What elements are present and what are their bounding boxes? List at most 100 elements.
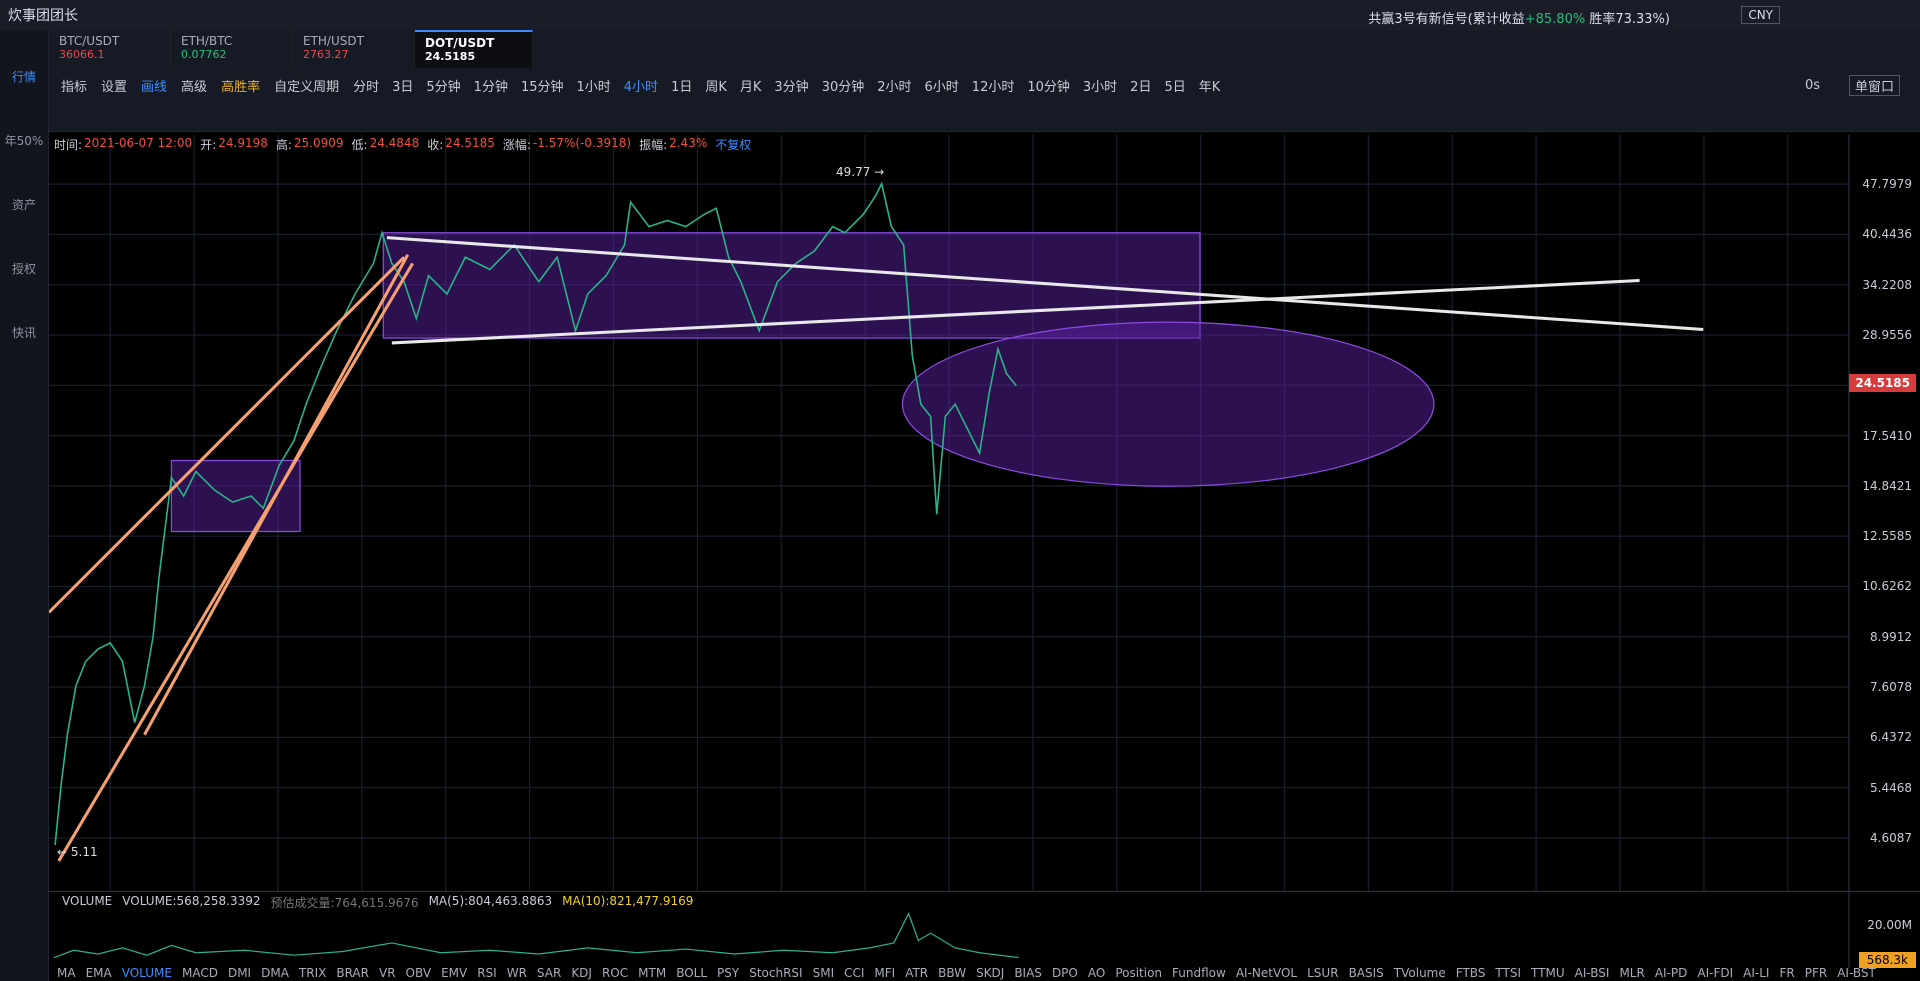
- indicator-tab[interactable]: TTSI: [1495, 966, 1522, 980]
- pair-tab[interactable]: BTC/USDT 36066.1: [49, 30, 171, 68]
- custom-period[interactable]: 自定义周期: [274, 79, 340, 95]
- indicator-tab[interactable]: BIAS: [1014, 966, 1042, 980]
- price-tick: 14.8421: [1862, 478, 1912, 493]
- indicator-tab[interactable]: EMA: [85, 966, 112, 980]
- indicator-tab[interactable]: VOLUME: [121, 966, 172, 980]
- period-button[interactable]: 30分钟: [821, 79, 865, 95]
- indicator-tab[interactable]: TTMU: [1531, 966, 1565, 980]
- price-tick: 40.4436: [1862, 227, 1912, 242]
- period-button[interactable]: 年K: [1198, 79, 1221, 95]
- tool-button[interactable]: 高胜率: [221, 79, 261, 95]
- period-button[interactable]: 15分钟: [520, 79, 564, 95]
- indicator-tab[interactable]: AI-BST: [1837, 966, 1876, 980]
- indicator-tab[interactable]: AI-BSI: [1574, 966, 1610, 980]
- signal-notice[interactable]: 共赢3号有新信号(累计收益+85.80% 胜率73.33%): [1368, 8, 1670, 27]
- indicator-tab[interactable]: VR: [378, 966, 396, 980]
- period-button[interactable]: 12小时: [971, 79, 1015, 95]
- indicator-tab[interactable]: AI-NetVOL: [1235, 966, 1298, 980]
- pair-tab[interactable]: ETH/USDT 2763.27: [293, 30, 415, 68]
- period-button[interactable]: 6小时: [924, 79, 959, 95]
- ellipse-zone: [901, 321, 1435, 487]
- period-button[interactable]: 5日: [1164, 79, 1186, 95]
- signal-text: 共赢3号有新信号(累计收益: [1368, 12, 1525, 27]
- indicator-tab[interactable]: EMV: [441, 966, 468, 980]
- price-tick: 7.6078: [1870, 680, 1912, 694]
- indicator-tab[interactable]: StochRSI: [749, 966, 803, 980]
- tool-button[interactable]: 指标: [61, 79, 88, 95]
- period-button[interactable]: 3小时: [1082, 79, 1118, 95]
- indicator-tab[interactable]: PFR: [1804, 966, 1828, 980]
- indicator-tab[interactable]: BASIS: [1348, 966, 1384, 980]
- period-button[interactable]: 3日: [392, 79, 414, 95]
- sidebar-item[interactable]: 资产: [11, 198, 36, 212]
- indicator-tab[interactable]: TRIX: [298, 966, 327, 980]
- tool-button[interactable]: 画线: [141, 79, 168, 95]
- indicator-tab[interactable]: PSY: [717, 966, 740, 980]
- sidebar-item[interactable]: 行情: [11, 70, 36, 84]
- indicator-tab[interactable]: DMA: [261, 966, 289, 980]
- indicator-tab[interactable]: AI-FDI: [1697, 966, 1734, 980]
- sidebar-item[interactable]: 授权: [11, 262, 36, 276]
- tool-button[interactable]: 设置: [101, 79, 128, 95]
- indicator-tab[interactable]: FTBS: [1455, 966, 1486, 980]
- indicator-tab[interactable]: SMI: [812, 966, 835, 980]
- indicator-tab[interactable]: SAR: [536, 966, 562, 980]
- indicator-tab[interactable]: RSI: [477, 966, 497, 980]
- indicator-tab[interactable]: MTM: [638, 966, 667, 980]
- pair-tab[interactable]: ETH/BTC 0.07762: [171, 30, 293, 68]
- indicator-tab[interactable]: AO: [1087, 966, 1106, 980]
- indicator-tab[interactable]: LSUR: [1307, 966, 1339, 980]
- indicator-tab[interactable]: ATR: [905, 966, 929, 980]
- channel-line: [57, 262, 414, 862]
- pair-tab[interactable]: DOT/USDT 24.5185: [415, 30, 533, 68]
- indicator-tab[interactable]: WR: [506, 966, 527, 980]
- period-button[interactable]: 1日: [671, 79, 693, 95]
- tool-button[interactable]: 高级: [181, 79, 208, 95]
- indicator-tab[interactable]: TVolume: [1393, 966, 1446, 980]
- sidebar-item[interactable]: 快讯: [11, 326, 36, 340]
- period-button[interactable]: 5分钟: [426, 79, 461, 95]
- indicator-tab[interactable]: BOLL: [676, 966, 708, 980]
- adjust-mode[interactable]: 不复权: [715, 138, 752, 152]
- indicator-tab[interactable]: MFI: [874, 966, 896, 980]
- indicator-tab[interactable]: BRAR: [336, 966, 369, 980]
- period-button[interactable]: 10分钟: [1027, 79, 1070, 95]
- period-button[interactable]: 1小时: [576, 79, 611, 95]
- price-tick: 5.4468: [1870, 780, 1912, 795]
- indicator-tab[interactable]: MACD: [181, 966, 218, 980]
- period-button[interactable]: 2日: [1130, 79, 1152, 95]
- indicator-tab[interactable]: AI-PD: [1654, 966, 1688, 980]
- indicator-tab[interactable]: DPO: [1051, 966, 1078, 980]
- price-tick: 6.4372: [1870, 730, 1912, 745]
- period-button[interactable]: 3分钟: [774, 79, 809, 95]
- period-button[interactable]: 4小时: [623, 79, 659, 95]
- period-button[interactable]: 2小时: [877, 79, 912, 95]
- price-tick: 10.6262: [1862, 579, 1912, 594]
- sidebar-item[interactable]: 年50%: [4, 134, 44, 148]
- period-button[interactable]: 1分钟: [473, 79, 508, 95]
- indicator-tab[interactable]: SKDJ: [976, 966, 1005, 980]
- pair-name: BTC/USDT: [59, 34, 120, 48]
- indicator-tab[interactable]: MA: [57, 966, 76, 980]
- indicator-tab[interactable]: DMI: [227, 966, 252, 980]
- indicator-tab[interactable]: Fundflow: [1172, 966, 1226, 980]
- period-button[interactable]: 分时: [353, 79, 380, 95]
- indicator-tab[interactable]: FR: [1779, 966, 1795, 980]
- low-note: ← 5.11: [57, 845, 98, 859]
- indicator-tab[interactable]: BBW: [938, 966, 967, 980]
- currency-select[interactable]: CNY: [1741, 6, 1780, 24]
- window-mode[interactable]: 单窗口: [1848, 74, 1900, 96]
- info-value: 2.43%: [669, 136, 708, 150]
- indicator-tab[interactable]: OBV: [405, 966, 432, 980]
- indicator-tab[interactable]: AI-LI: [1743, 966, 1770, 980]
- drawing-tools: [49, 102, 1920, 132]
- period-button[interactable]: 周K: [705, 79, 727, 95]
- indicator-tab[interactable]: Position: [1115, 966, 1163, 980]
- indicator-tab[interactable]: ROC: [601, 966, 629, 980]
- range-box: [170, 459, 301, 533]
- indicator-tab[interactable]: CCI: [844, 966, 865, 980]
- indicator-tab[interactable]: KDJ: [571, 966, 592, 980]
- period-button[interactable]: 月K: [739, 79, 762, 95]
- indicator-tab[interactable]: MLR: [1619, 966, 1645, 980]
